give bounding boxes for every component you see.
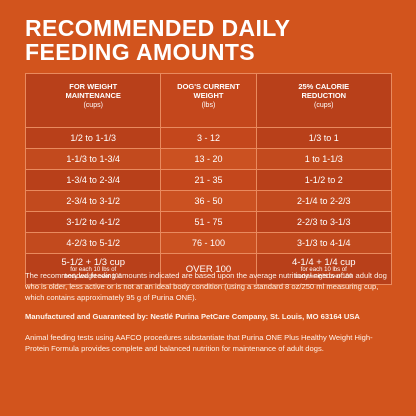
header-unit: (lbs) [201,102,216,109]
cell-maintenance: 1/2 to 1-1/3 [24,127,162,149]
cell-reduction-over-100: 4-1/4 + 1/4 cup for each 10 lbs of body … [255,253,393,285]
header-label: FOR WEIGHT [69,82,118,91]
cell-maintenance: 2-3/4 to 3-1/2 [24,190,162,212]
cell-weight: 51 - 75 [160,211,257,233]
cell-note: for each 10 lbs of [70,266,117,273]
cell-maintenance: 1-3/4 to 2-3/4 [24,169,162,191]
title-line-2: FEEDING AMOUNTS [25,39,256,65]
cell-maintenance: 1-1/3 to 1-3/4 [24,148,162,170]
cell-reduction: 2-1/4 to 2-2/3 [255,190,393,212]
page-title: RECOMMENDED DAILY FEEDING AMOUNTS [25,16,290,64]
cell-weight: 21 - 35 [160,169,257,191]
table-row: 3-1/2 to 4-1/2 51 - 75 2-2/3 to 3-1/3 [24,211,393,233]
table-header-row: FOR WEIGHT MAINTENANCE (cups) DOG'S CURR… [24,73,393,128]
cell-maintenance-over-100: 5-1/2 + 1/3 cup for each 10 lbs of body … [24,253,162,285]
cell-note: body weight over 100 [64,273,122,280]
cell-maintenance: 4-2/3 to 5-1/2 [24,232,162,254]
table-row: 4-2/3 to 5-1/2 76 - 100 3-1/3 to 4-1/4 [24,232,393,254]
header-label: MAINTENANCE [65,91,121,100]
cell-amount: 4-1/4 + 1/4 cup [291,256,356,268]
header-label: WEIGHT [193,91,224,100]
cell-reduction: 1-1/2 to 2 [255,169,393,191]
feeding-note-paragraph: The recommended feeding amounts indicate… [25,271,387,302]
header-label: DOG'S CURRENT [177,82,240,91]
cell-maintenance: 3-1/2 to 4-1/2 [24,211,162,233]
title-line-1: RECOMMENDED DAILY [25,15,291,41]
aafco-statement: Animal feeding tests using AAFCO procedu… [25,333,373,353]
header-label: 25% CALORIE [298,82,350,91]
cell-reduction: 1/3 to 1 [255,127,393,149]
header-unit: (cups) [314,102,334,109]
header-label: REDUCTION [301,91,347,100]
cell-reduction: 3-1/3 to 4-1/4 [255,232,393,254]
cell-weight-over-100: OVER 100 [160,253,257,285]
header-current-weight: DOG'S CURRENT WEIGHT (lbs) [160,73,257,128]
manufacturer-line: Manufactured and Guaranteed by: Nestlé P… [25,312,360,321]
cell-weight: 3 - 12 [160,127,257,149]
table-row: 2-3/4 to 3-1/2 36 - 50 2-1/4 to 2-2/3 [24,190,393,212]
header-calorie-reduction: 25% CALORIE REDUCTION (cups) [255,73,393,128]
cell-note: body weight over 100 [295,273,353,280]
cell-note: for each 10 lbs of [300,266,347,273]
table-row: 1-1/3 to 1-3/4 13 - 20 1 to 1-1/3 [24,148,393,170]
cell-amount: 5-1/2 + 1/3 cup [61,256,126,268]
table-row: 1/2 to 1-1/3 3 - 12 1/3 to 1 [24,127,393,149]
cell-weight: 36 - 50 [160,190,257,212]
cell-reduction: 1 to 1-1/3 [255,148,393,170]
cell-weight: 76 - 100 [160,232,257,254]
header-unit: (cups) [83,102,103,109]
table-row: 1-3/4 to 2-3/4 21 - 35 1-1/2 to 2 [24,169,393,191]
header-weight-maintenance: FOR WEIGHT MAINTENANCE (cups) [24,73,162,128]
feeding-table: FOR WEIGHT MAINTENANCE (cups) DOG'S CURR… [24,73,393,285]
cell-reduction: 2-2/3 to 3-1/3 [255,211,393,233]
table-row-over-100: 5-1/2 + 1/3 cup for each 10 lbs of body … [24,253,393,285]
cell-weight: 13 - 20 [160,148,257,170]
